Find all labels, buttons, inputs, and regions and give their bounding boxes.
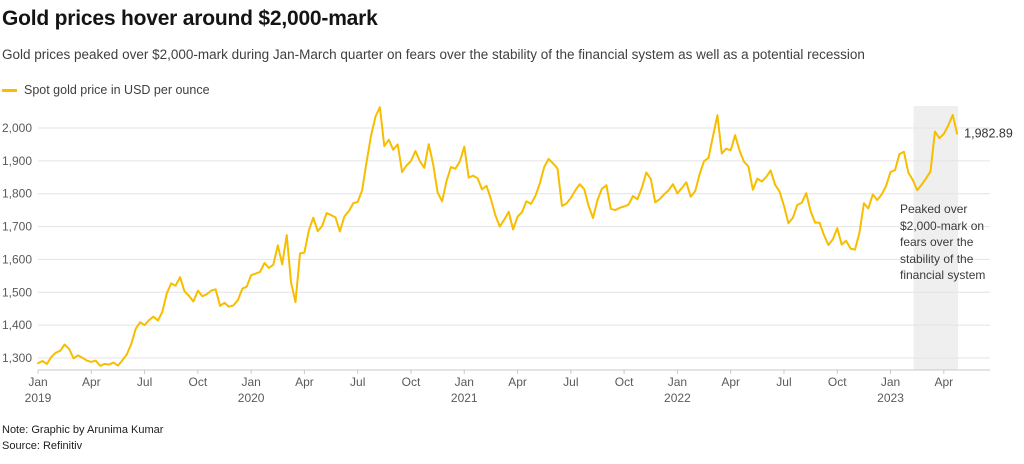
svg-text:Jan: Jan [241, 375, 260, 389]
svg-text:Oct: Oct [615, 375, 634, 389]
svg-text:2019: 2019 [25, 391, 52, 405]
svg-text:Oct: Oct [828, 375, 847, 389]
svg-text:2023: 2023 [877, 391, 904, 405]
legend-label: Spot gold price in USD per ounce [24, 83, 210, 98]
svg-text:1,600: 1,600 [2, 252, 32, 266]
svg-text:Apr: Apr [508, 375, 527, 389]
svg-text:Jul: Jul [137, 375, 152, 389]
page-title: Gold prices hover around $2,000-mark [2, 7, 378, 30]
svg-text:Apr: Apr [82, 375, 101, 389]
svg-text:1,400: 1,400 [2, 318, 32, 332]
source-line: Source: Refinitiv [2, 440, 83, 452]
chart-area: 1,300 1,400 1,500 1,600 1,700 1,800 1,900 2,000… [0, 102, 1024, 419]
svg-text:Jan: Jan [28, 375, 47, 389]
svg-text:1,900: 1,900 [2, 154, 32, 168]
legend-line-swatch [2, 88, 17, 92]
svg-text:Jan: Jan [455, 375, 474, 389]
footer: Note: Graphic by Arunima Kumar Source: R… [2, 423, 1024, 455]
note-line: Note: Graphic by Arunima Kumar [2, 424, 164, 437]
legend: Spot gold price in USD per ounce [2, 83, 1024, 97]
svg-text:Jul: Jul [563, 375, 578, 389]
svg-text:2021: 2021 [451, 391, 478, 405]
svg-text:Apr: Apr [934, 375, 953, 389]
svg-text:Oct: Oct [402, 375, 421, 389]
svg-text:Jan: Jan [881, 375, 900, 389]
svg-text:Jul: Jul [776, 375, 791, 389]
svg-text:2022: 2022 [664, 391, 691, 405]
chart-annotation: Peaked over $2,000-mark on fears over th… [900, 202, 986, 283]
svg-text:Apr: Apr [721, 375, 740, 389]
svg-text:Jul: Jul [350, 375, 365, 389]
svg-text:Oct: Oct [189, 375, 208, 389]
svg-text:1,500: 1,500 [2, 285, 32, 299]
svg-text:2,000: 2,000 [2, 121, 32, 135]
price-chart: 1,300 1,400 1,500 1,600 1,700 1,800 1,900 2,000… [2, 106, 1013, 405]
svg-text:1,300: 1,300 [2, 351, 32, 365]
svg-text:Jan: Jan [668, 375, 687, 389]
svg-text:1,700: 1,700 [2, 220, 32, 234]
svg-text:1,800: 1,800 [2, 187, 32, 201]
svg-text:1,982.89: 1,982.89 [964, 127, 1013, 141]
svg-text:Apr: Apr [295, 375, 314, 389]
svg-text:2020: 2020 [238, 391, 265, 405]
chart-subtitle: Gold prices peaked over $2,000-mark duri… [2, 47, 865, 63]
